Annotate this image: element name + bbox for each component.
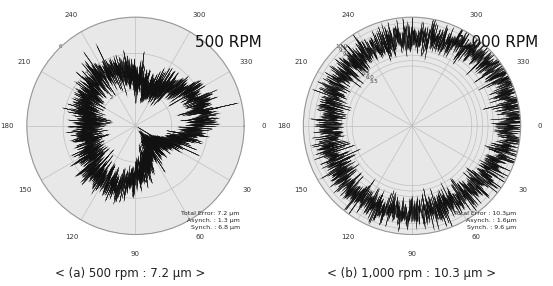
Text: 500 RPM: 500 RPM bbox=[195, 35, 262, 49]
Text: 1,000 RPM: 1,000 RPM bbox=[457, 35, 538, 49]
Text: Total Error: 7.2 μm
Asynch. : 1.3 μm
Synch. : 6.8 μm: Total Error: 7.2 μm Asynch. : 1.3 μm Syn… bbox=[181, 211, 240, 230]
Text: < (b) 1,000 rpm : 10.3 μm >: < (b) 1,000 rpm : 10.3 μm > bbox=[327, 267, 497, 280]
Text: < (a) 500 rpm : 7.2 μm >: < (a) 500 rpm : 7.2 μm > bbox=[55, 267, 205, 280]
Text: Total Error : 10.3μm
Asynch. : 1.6μm
Synch. : 9.6 μm: Total Error : 10.3μm Asynch. : 1.6μm Syn… bbox=[454, 211, 517, 230]
